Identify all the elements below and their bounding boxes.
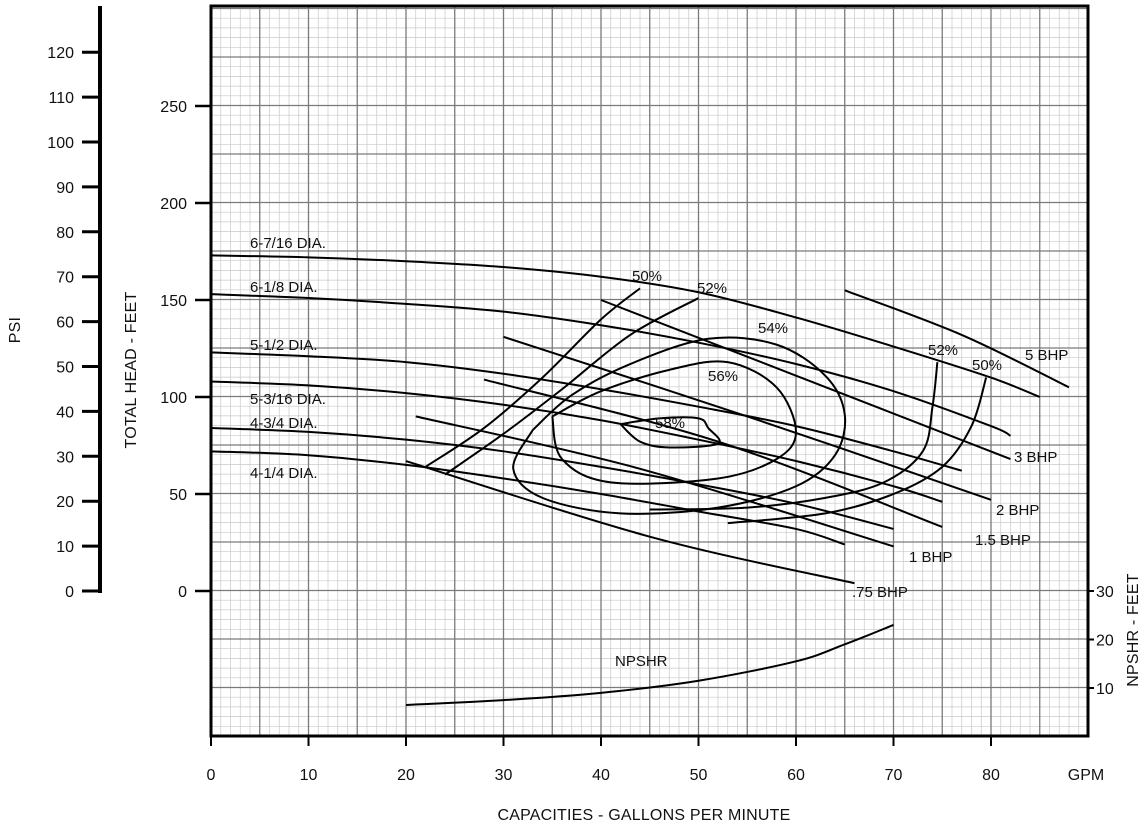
x-tick-label: 80 <box>982 767 1000 784</box>
head-diameter-curve <box>210 351 963 472</box>
npshr-curve <box>405 624 894 706</box>
label-dia-5-3-16: 5-3/16 DIA. <box>250 391 326 408</box>
label-dia-6-7-16: 6-7/16 DIA. <box>250 235 326 252</box>
psi-tick-label: 70 <box>56 270 74 287</box>
efficiency-curve <box>727 377 988 525</box>
x-tick-label: 0 <box>207 767 216 784</box>
psi-tick-label: 50 <box>56 360 74 377</box>
psi-axis-title: PSI <box>7 317 24 343</box>
psi-tick-label: 60 <box>56 315 74 332</box>
psi-tick-label: 100 <box>47 135 74 152</box>
bhp-curve <box>415 415 894 548</box>
x-tick-label: 30 <box>495 767 513 784</box>
head-diameter-curve <box>210 380 943 503</box>
x-tick-label: 10 <box>300 767 318 784</box>
npshr-tick-label: 10 <box>1096 681 1114 698</box>
psi-tick-label: 0 <box>65 584 74 601</box>
x-tick-label: 60 <box>787 767 805 784</box>
psi-tick-label: 110 <box>48 90 74 107</box>
x-tick-label: 70 <box>885 767 903 784</box>
label-bhp-1: 1 BHP <box>909 549 952 566</box>
label-bhp-5: 5 BHP <box>1025 347 1068 364</box>
label-eff-52-right: 52% <box>928 342 958 359</box>
y-tick-label: 250 <box>160 99 187 116</box>
psi-tick-label: 80 <box>56 225 74 242</box>
y-tick-label: 150 <box>160 293 187 310</box>
x-unit-label: GPM <box>1068 767 1104 784</box>
efficiency-curve <box>619 416 721 449</box>
npshr-axis-title: NPSHR - FEET <box>1125 573 1142 687</box>
efficiency-curve <box>444 297 699 476</box>
label-dia-6-1-8: 6-1/8 DIA. <box>250 279 318 296</box>
plot-frame <box>209 4 1090 738</box>
efficiency-curve <box>512 336 847 515</box>
label-eff-54: 54% <box>758 320 788 337</box>
curve-labels: 6-7/16 DIA. 6-1/8 DIA. 5-1/2 DIA. 5-3/16… <box>250 235 1068 670</box>
label-npshr: NPSHR <box>615 653 668 670</box>
x-tick-label: 50 <box>690 767 708 784</box>
bhp-curve <box>503 335 992 501</box>
label-eff-52-left: 52% <box>697 280 727 297</box>
psi-tick-label: 120 <box>47 45 74 62</box>
label-eff-50-right: 50% <box>972 357 1002 374</box>
y-axis-title: TOTAL HEAD - FEET <box>123 292 140 449</box>
y-tick-label: 50 <box>169 487 187 504</box>
label-bhp-3: 3 BHP <box>1014 449 1057 466</box>
psi-tick-label: 30 <box>56 449 74 466</box>
x-axis-title: CAPACITIES - GALLONS PER MINUTE <box>497 807 790 824</box>
label-eff-56: 56% <box>708 368 738 385</box>
efficiency-curve <box>649 361 939 511</box>
label-bhp-1-5: 1.5 BHP <box>975 532 1031 549</box>
efficiency-curve <box>424 287 641 468</box>
npshr-tick-label: 20 <box>1096 633 1114 650</box>
psi-tick-label: 20 <box>56 494 74 511</box>
psi-ticks: 0 10 20 30 40 50 60 70 80 90 100 110 120 <box>47 45 100 601</box>
bhp-curve <box>483 378 943 528</box>
npshr-ticks: 10 20 30 <box>1088 584 1114 698</box>
label-dia-4-3-4: 4-3/4 DIA. <box>250 415 318 432</box>
y-tick-label: 0 <box>178 584 187 601</box>
head-diameter-curve <box>210 254 1041 398</box>
label-eff-50-left: 50% <box>632 268 662 285</box>
psi-tick-label: 10 <box>56 539 74 556</box>
y-tick-label: 100 <box>160 390 187 407</box>
label-bhp-075: .75 BHP <box>852 584 908 601</box>
psi-tick-label: 90 <box>56 180 74 197</box>
head-diameter-curve <box>210 450 846 546</box>
label-dia-4-1-4: 4-1/4 DIA. <box>250 465 318 482</box>
bhp-curve <box>405 460 855 585</box>
bhp-curve <box>844 289 1070 389</box>
x-tick-label: 20 <box>397 767 415 784</box>
performance-curves <box>210 254 1070 706</box>
label-eff-58: 58% <box>655 415 685 432</box>
bhp-curve <box>600 299 1011 461</box>
y-tick-label: 200 <box>160 196 187 213</box>
x-tick-label: 40 <box>592 767 610 784</box>
label-bhp-2: 2 BHP <box>996 502 1039 519</box>
head-ticks: 0 50 100 150 200 250 <box>160 99 211 601</box>
label-dia-5-1-2: 5-1/2 DIA. <box>250 337 318 354</box>
x-ticks: 0 10 20 30 40 50 60 70 80 <box>207 736 1000 784</box>
psi-tick-label: 40 <box>56 404 74 421</box>
npshr-tick-label: 30 <box>1096 584 1114 601</box>
